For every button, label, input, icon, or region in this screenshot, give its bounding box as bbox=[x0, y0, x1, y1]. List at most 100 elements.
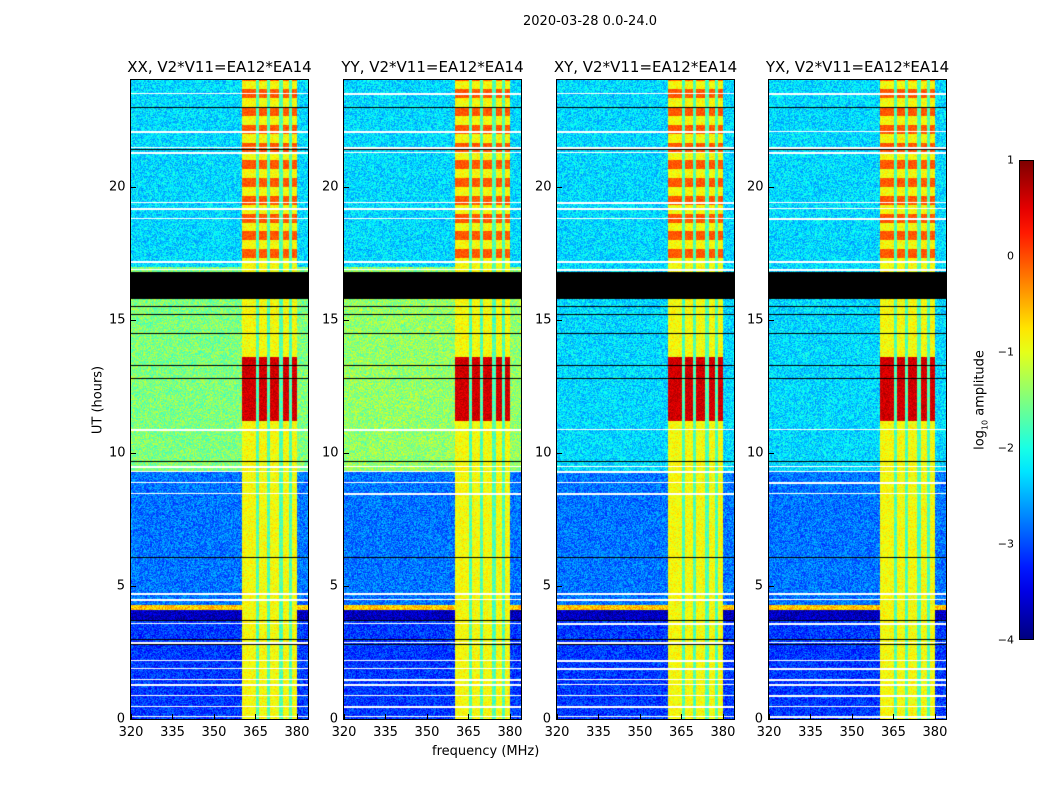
x-tick-label: 350 bbox=[414, 725, 440, 740]
panel-title: XY, V2*V11=EA12*EA14 bbox=[553, 58, 738, 76]
x-tick-mark bbox=[934, 714, 936, 719]
panel-title: YX, V2*V11=EA12*EA14 bbox=[765, 58, 950, 76]
x-tick-label: 335 bbox=[798, 725, 823, 740]
y-tick-mark bbox=[769, 452, 774, 454]
colorbar bbox=[1019, 160, 1034, 640]
y-tick-label: 0 bbox=[754, 711, 763, 727]
waterfall-panel-2: XY, V2*V11=EA12*EA14 320 335 350 365 380 0 5 10 1… bbox=[535, 58, 737, 740]
y-tick-label: 0 bbox=[329, 711, 338, 727]
waterfall-panel-1: YY, V2*V11=EA12*EA14 320 335 350 365 380 0 5 10 1… bbox=[322, 58, 524, 740]
x-tick-label: 350 bbox=[201, 725, 227, 740]
x-tick-label: 320 bbox=[544, 725, 570, 740]
panel-title: XX, V2*V11=EA12*EA14 bbox=[127, 58, 312, 76]
x-tick-mark bbox=[810, 714, 812, 719]
heatmap-image bbox=[769, 80, 946, 719]
y-tick-label: 10 bbox=[109, 445, 126, 461]
y-tick-mark bbox=[344, 452, 349, 454]
x-tick-mark bbox=[426, 714, 428, 719]
x-tick-mark bbox=[639, 714, 641, 719]
colorbar-tick-label: −1 bbox=[997, 345, 1014, 359]
x-tick-mark bbox=[598, 714, 600, 719]
y-tick-label: 10 bbox=[535, 445, 552, 461]
colorbar-tick-label: −2 bbox=[997, 441, 1014, 455]
y-tick-label: 15 bbox=[535, 312, 552, 328]
y-tick-mark bbox=[769, 719, 774, 720]
y-tick-label: 20 bbox=[535, 179, 552, 194]
x-tick-mark bbox=[681, 714, 683, 719]
x-tick-mark bbox=[255, 714, 257, 719]
colorbar-tick-label: −4 bbox=[997, 633, 1014, 647]
colorbar-tick-label: −3 bbox=[997, 537, 1014, 551]
x-tick-mark bbox=[769, 714, 770, 719]
x-tick-mark bbox=[131, 714, 132, 719]
y-tick-mark bbox=[131, 186, 136, 188]
y-tick-mark bbox=[557, 452, 562, 454]
y-tick-label: 0 bbox=[116, 711, 125, 727]
x-tick-label: 335 bbox=[160, 725, 185, 740]
figure-title: 2020-03-28 0.0-24.0 bbox=[523, 14, 657, 29]
y-axis-label: UT (hours) bbox=[90, 365, 106, 435]
y-tick-label: 5 bbox=[116, 578, 125, 594]
x-tick-mark bbox=[344, 714, 345, 719]
panel-title: YY, V2*V11=EA12*EA14 bbox=[341, 58, 524, 76]
y-tick-mark bbox=[344, 319, 349, 321]
x-tick-label: 380 bbox=[497, 725, 523, 740]
y-tick-label: 15 bbox=[109, 312, 126, 328]
heatmap-image bbox=[131, 80, 308, 719]
x-tick-label: 335 bbox=[586, 725, 611, 740]
y-tick-label: 0 bbox=[542, 711, 551, 727]
y-tick-mark bbox=[131, 719, 136, 720]
waterfall-panel-3: YX, V2*V11=EA12*EA14 320 335 350 365 380 0 5 10 1… bbox=[747, 58, 949, 740]
x-tick-label: 335 bbox=[373, 725, 398, 740]
heatmap-image bbox=[557, 80, 734, 719]
y-tick-mark bbox=[769, 585, 774, 587]
y-tick-mark bbox=[769, 186, 774, 188]
x-tick-label: 320 bbox=[756, 725, 782, 740]
colorbar-tick-label: 0 bbox=[1007, 249, 1014, 263]
x-tick-mark bbox=[468, 714, 470, 719]
x-tick-mark bbox=[509, 714, 511, 719]
y-tick-label: 5 bbox=[329, 578, 338, 594]
y-tick-mark bbox=[344, 585, 349, 587]
heatmap-image bbox=[344, 80, 521, 719]
x-tick-label: 365 bbox=[456, 725, 481, 740]
x-tick-mark bbox=[722, 714, 724, 719]
y-tick-mark bbox=[344, 719, 349, 720]
x-tick-label: 320 bbox=[118, 725, 144, 740]
y-tick-label: 5 bbox=[754, 578, 763, 594]
x-tick-mark bbox=[893, 714, 895, 719]
y-tick-mark bbox=[131, 319, 136, 321]
x-tick-mark bbox=[385, 714, 387, 719]
y-tick-mark bbox=[769, 319, 774, 321]
x-tick-label: 350 bbox=[839, 725, 865, 740]
x-tick-label: 380 bbox=[710, 725, 736, 740]
x-tick-label: 350 bbox=[627, 725, 653, 740]
x-axis-label: frequency (MHz) bbox=[432, 744, 540, 759]
y-tick-mark bbox=[557, 719, 562, 720]
x-tick-mark bbox=[296, 714, 298, 719]
y-tick-label: 20 bbox=[109, 179, 126, 194]
x-tick-mark bbox=[172, 714, 174, 719]
y-tick-label: 10 bbox=[322, 445, 339, 461]
colorbar-tick-label: 1 bbox=[1007, 153, 1014, 167]
colorbar-label: log10 amplitude bbox=[972, 350, 990, 450]
y-tick-mark bbox=[131, 452, 136, 454]
x-tick-mark bbox=[213, 714, 215, 719]
x-tick-label: 365 bbox=[881, 725, 906, 740]
x-tick-label: 380 bbox=[284, 725, 310, 740]
y-tick-mark bbox=[557, 186, 562, 188]
x-tick-mark bbox=[557, 714, 558, 719]
x-tick-label: 320 bbox=[331, 725, 357, 740]
y-tick-label: 15 bbox=[747, 312, 764, 328]
x-tick-label: 365 bbox=[243, 725, 268, 740]
x-tick-mark bbox=[851, 714, 853, 719]
y-tick-label: 5 bbox=[542, 578, 551, 594]
y-tick-label: 10 bbox=[747, 445, 764, 461]
y-tick-label: 20 bbox=[747, 179, 764, 194]
y-tick-mark bbox=[131, 585, 136, 587]
waterfall-panel-0: XX, V2*V11=EA12*EA14 320 335 350 365 380 0 5 10 1… bbox=[109, 58, 312, 740]
y-tick-mark bbox=[557, 585, 562, 587]
y-tick-label: 15 bbox=[322, 312, 339, 328]
y-tick-mark bbox=[344, 186, 349, 188]
